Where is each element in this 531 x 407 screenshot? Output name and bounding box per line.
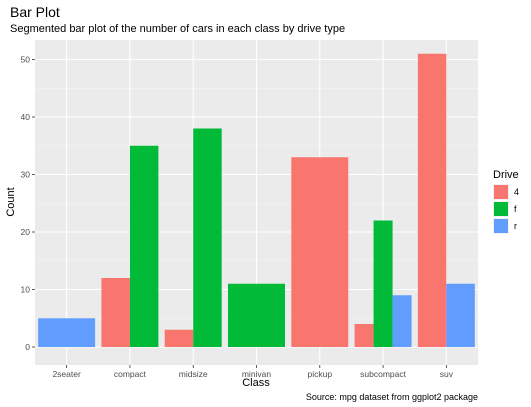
x-tick-label: suv <box>440 369 454 379</box>
legend-swatch-r <box>494 219 508 233</box>
chart-title: Bar Plot <box>10 4 60 20</box>
bar-suv-r <box>446 284 474 347</box>
bar-subcompact-f <box>374 221 393 348</box>
chart-caption: Source: mpg dataset from ggplot2 package <box>306 392 478 402</box>
bar-subcompact-r <box>393 295 412 347</box>
x-tick-label: 2seater <box>52 369 81 379</box>
legend-swatch-f <box>494 202 508 216</box>
legend: 4 fr <box>493 184 519 234</box>
bar-suv-4 <box>418 54 446 347</box>
x-axis-title: Class <box>242 377 270 389</box>
bar-2seater-r <box>38 318 95 347</box>
bar-compact-4 <box>101 278 129 347</box>
legend-label-f: f <box>514 204 517 214</box>
bar-midsize-f <box>193 129 221 348</box>
y-axis-ticks: 0 10 20 30 40 50 <box>21 55 35 353</box>
x-tick-label: subcompact <box>360 369 406 379</box>
y-tick-label: 50 <box>21 55 31 65</box>
bar-minivan-f <box>228 284 285 347</box>
bar-pickup-4 <box>291 157 348 347</box>
x-tick-label: midsize <box>179 369 208 379</box>
y-tick-label: 20 <box>21 227 31 237</box>
chart-subtitle: Segmented bar plot of the number of cars… <box>10 23 345 35</box>
y-tick-label: 10 <box>21 285 31 295</box>
bar-subcompact-4 <box>355 324 374 347</box>
legend-label-4: 4 <box>514 187 519 197</box>
y-axis-title: Count <box>5 187 17 216</box>
y-tick-label: 40 <box>21 112 31 122</box>
bar-compact-f <box>130 146 158 347</box>
x-tick-label: pickup <box>307 369 332 379</box>
x-tick-label: compact <box>114 369 147 379</box>
legend-label-r: r <box>514 221 517 231</box>
bar-midsize-4 <box>165 330 193 347</box>
legend-title: Drive <box>493 169 519 181</box>
y-tick-label: 0 <box>25 342 30 352</box>
y-tick-label: 30 <box>21 170 31 180</box>
legend-swatch-4 <box>494 185 508 199</box>
